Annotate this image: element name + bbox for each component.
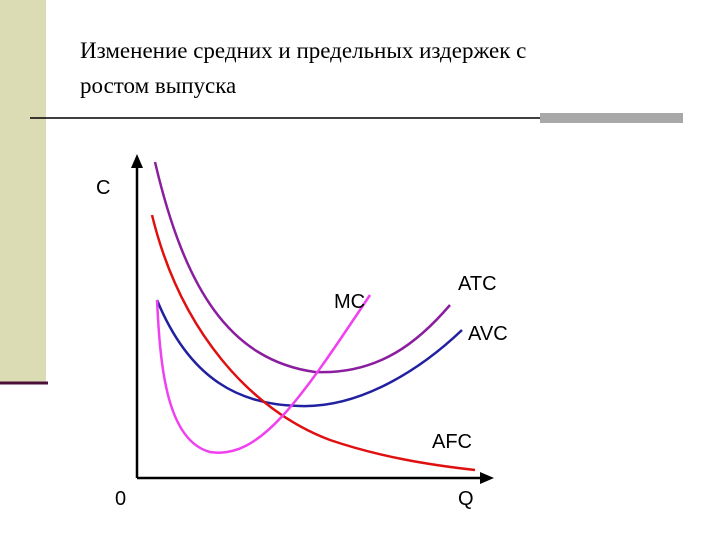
atc-curve [153, 161, 451, 374]
y-axis-arrow [131, 154, 143, 168]
mc-curve [155, 294, 372, 454]
title-line: ростом выпуска [80, 73, 236, 98]
curve-label: AVC [468, 323, 508, 345]
afc-curve [150, 214, 476, 472]
x-axis-label: Q [458, 488, 474, 510]
origin-label: 0 [115, 488, 126, 510]
curve-label: MC [334, 291, 365, 313]
curve-label: ATC [458, 273, 497, 295]
avc-curve [155, 299, 463, 408]
title-rule-bar [540, 113, 683, 123]
x-axis-arrow [480, 472, 494, 484]
curve-label: AFC [432, 431, 472, 453]
title-line: Изменение средних и предельных издержек … [80, 38, 526, 63]
side-stripe [0, 0, 46, 383]
y-axis-label: C [96, 177, 110, 199]
